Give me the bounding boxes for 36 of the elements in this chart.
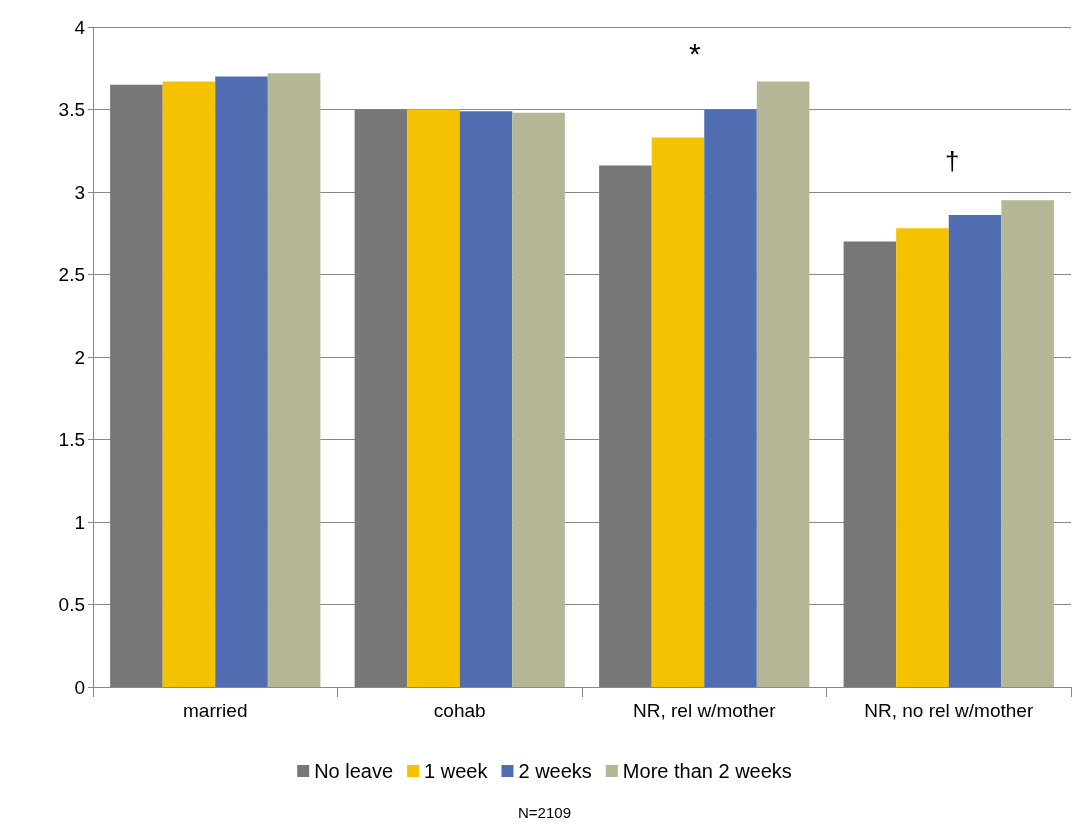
bar [512, 112, 565, 687]
bar [407, 109, 460, 687]
x-tick-label: NR, no rel w/mother [864, 700, 1034, 721]
y-tick-label: 1.5 [58, 429, 85, 450]
x-tick-label: married [183, 700, 248, 721]
bar [162, 81, 216, 687]
bar [599, 165, 652, 687]
text: N=2109 [518, 804, 571, 821]
legend-label: 2 weeks [518, 760, 592, 782]
bar [1001, 200, 1054, 687]
bar [267, 73, 321, 687]
bar [110, 84, 163, 687]
x-tick-label: NR, rel w/mother [632, 700, 777, 721]
y-tick-label: 3 [74, 181, 85, 203]
bar [459, 111, 513, 687]
bar [896, 228, 949, 687]
y-tick-label: 0 [74, 676, 85, 698]
bar [215, 76, 268, 687]
bar [948, 215, 1002, 687]
legend-label: More than 2 weeks [622, 760, 792, 782]
bar [354, 109, 408, 687]
bar [651, 137, 705, 687]
y-tick-label: 4 [74, 16, 86, 38]
y-tick-label: 2 [74, 346, 85, 368]
legend-label: No leave [314, 760, 394, 782]
x-tick-label: cohab [433, 700, 486, 721]
bar [756, 81, 810, 687]
annotation: † [945, 146, 960, 176]
y-tick-label: 0.5 [58, 594, 85, 615]
bar [704, 109, 757, 687]
annotation: * [689, 36, 701, 70]
y-tick-label: 3.5 [58, 99, 85, 120]
y-tick-label: 1 [74, 511, 85, 533]
legend-label: 1 week [424, 760, 489, 782]
bar [843, 241, 897, 687]
y-tick-label: 2.5 [58, 264, 85, 285]
